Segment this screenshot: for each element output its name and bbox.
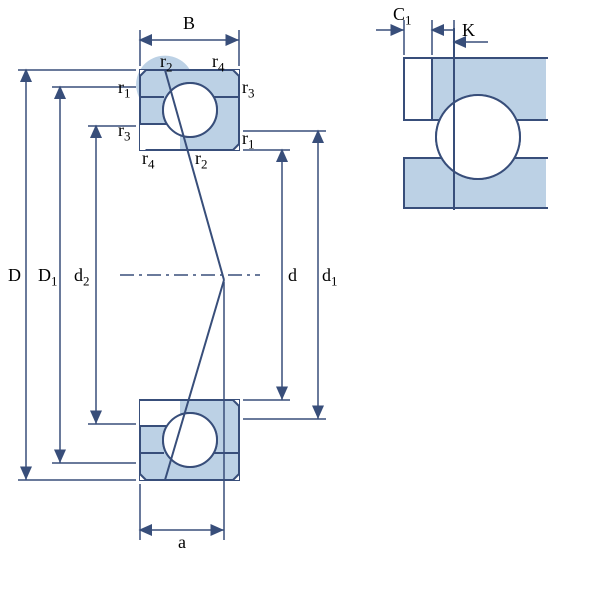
label-D: D bbox=[8, 265, 21, 286]
label-B: B bbox=[183, 13, 195, 34]
label-r1-inright: r1 bbox=[242, 128, 255, 153]
dimension-d bbox=[243, 150, 290, 400]
label-d1: d1 bbox=[322, 265, 338, 290]
label-d2: d2 bbox=[74, 265, 90, 290]
label-r2-top: r2 bbox=[160, 51, 173, 76]
main-cross-section bbox=[0, 0, 600, 600]
label-r1-left: r1 bbox=[118, 77, 131, 102]
label-r3-right: r3 bbox=[242, 77, 255, 102]
label-K: K bbox=[462, 20, 475, 41]
label-a: a bbox=[178, 532, 186, 553]
upper-bearing-ring bbox=[140, 70, 239, 150]
detail-view bbox=[376, 20, 566, 216]
label-r2-inright: r2 bbox=[195, 148, 208, 173]
label-r3-inleft: r3 bbox=[118, 120, 131, 145]
label-d: d bbox=[288, 265, 297, 286]
label-r4-top: r4 bbox=[212, 51, 225, 76]
label-r4-inleft: r4 bbox=[142, 148, 155, 173]
label-C1: C1 bbox=[393, 4, 412, 29]
label-D1: D1 bbox=[38, 265, 58, 290]
